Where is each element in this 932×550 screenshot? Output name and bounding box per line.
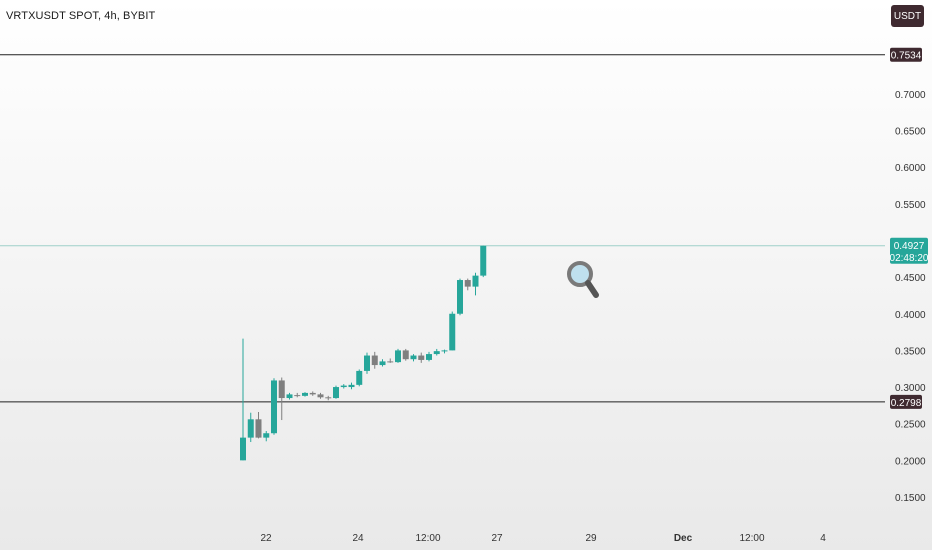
candle-body (364, 355, 370, 371)
currency-button[interactable]: USDT (891, 5, 924, 27)
candle-body (302, 392, 308, 396)
level-price-label: 0.2798 (891, 398, 922, 409)
y-tick-label: 0.3000 (895, 383, 926, 394)
level-price-tag (890, 394, 922, 409)
candle-body (457, 280, 463, 314)
candle-body (480, 245, 487, 276)
candle-body (333, 387, 339, 399)
x-tick-label: 22 (260, 533, 272, 544)
candle-body (325, 397, 332, 399)
candle-body (255, 419, 262, 438)
candle-body (410, 355, 417, 360)
candle-body (348, 384, 355, 388)
y-tick-label: 0.4000 (895, 310, 926, 321)
last-price-tag (890, 237, 928, 264)
chart-title: VRTXUSDT SPOT, 4h, BYBIT (6, 10, 156, 22)
candle-body (240, 437, 246, 461)
candle-body (441, 350, 448, 352)
candle-body (286, 394, 293, 399)
candle-body (379, 361, 386, 366)
level-price-label: 0.7534 (891, 51, 922, 62)
candle-body (294, 395, 301, 397)
x-tick-label: Dec (674, 533, 693, 544)
y-tick-label: 0.2000 (895, 456, 926, 467)
candle-body (472, 275, 479, 287)
y-tick-label: 0.3500 (895, 346, 926, 357)
candle-body (371, 355, 378, 366)
x-tick-label: 27 (491, 533, 503, 544)
candle-body (340, 385, 347, 388)
candle-body (309, 392, 316, 395)
y-tick-label: 0.1500 (895, 493, 926, 504)
candle-body (247, 419, 254, 438)
candle-body (426, 354, 432, 360)
candle-body (402, 350, 409, 360)
y-tick-label: 0.6500 (895, 127, 926, 138)
candle-countdown-label: 02:48:20 (890, 253, 929, 264)
x-tick-label: 12:00 (415, 533, 440, 544)
y-tick-label: 0.7000 (895, 90, 926, 101)
candle-body (263, 433, 270, 438)
x-tick-label: 29 (585, 533, 597, 544)
candle-body (449, 313, 456, 351)
magnifier-icon (567, 261, 599, 298)
x-tick-label: 4 (820, 533, 826, 544)
y-tick-label: 0.2500 (895, 420, 926, 431)
candle-body (387, 361, 394, 363)
candle-body (356, 370, 363, 385)
y-tick-label: 0.6000 (895, 163, 926, 174)
candle-body (278, 380, 285, 399)
x-tick-label: 24 (352, 533, 364, 544)
x-tick-label: 12:00 (739, 533, 764, 544)
candle-body (395, 350, 401, 363)
level-price-tag (890, 47, 922, 62)
candle-body (433, 351, 440, 355)
candle-body (464, 280, 471, 287)
y-tick-label: 0.4500 (895, 273, 926, 284)
candle-body (418, 355, 425, 360)
last-price-label: 0.4927 (894, 241, 925, 252)
candle-body (271, 380, 277, 434)
candle-body (317, 394, 324, 398)
y-tick-label: 0.5500 (895, 200, 926, 211)
